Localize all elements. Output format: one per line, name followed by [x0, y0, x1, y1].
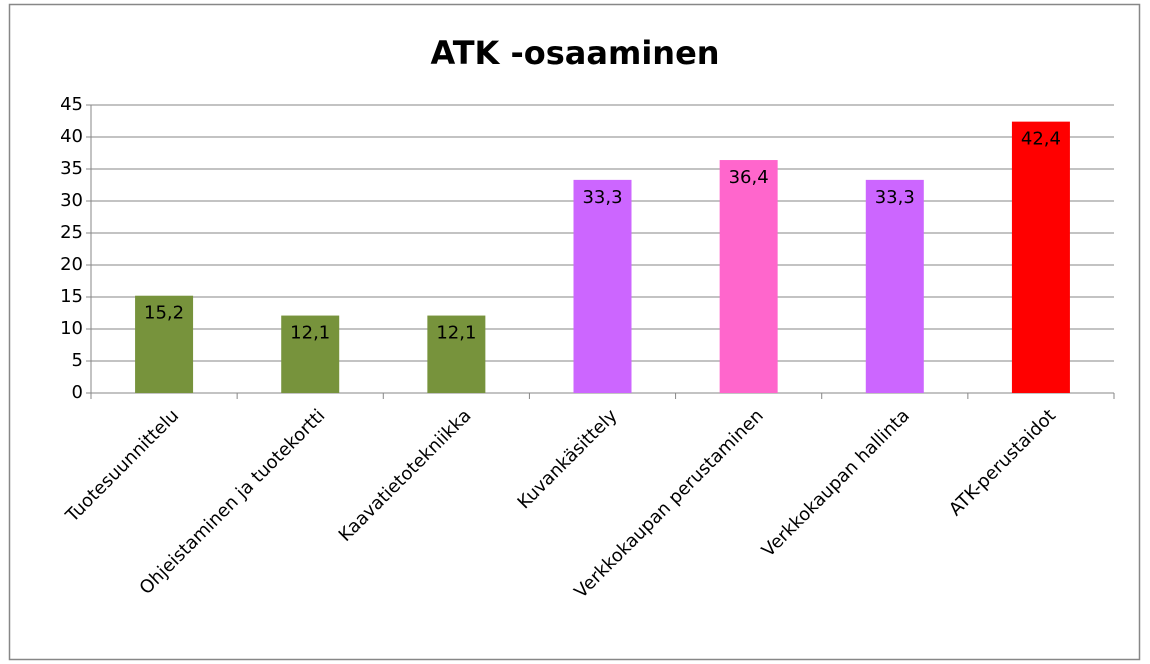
data-label: 12,1	[436, 323, 476, 344]
y-tick-label: 15	[60, 286, 83, 307]
bar	[719, 160, 778, 393]
y-tick-label: 10	[60, 318, 83, 339]
data-label: 42,4	[1021, 129, 1061, 150]
bar	[135, 295, 194, 393]
data-label: 33,3	[582, 187, 622, 208]
data-label: 36,4	[729, 167, 769, 188]
y-tick-label: 30	[60, 190, 83, 211]
data-label: 12,1	[290, 323, 330, 344]
data-label: 33,3	[875, 187, 915, 208]
y-tick-label: 5	[72, 350, 83, 371]
data-label: 15,2	[144, 303, 184, 324]
bar	[1011, 121, 1070, 393]
bar	[427, 315, 486, 393]
y-tick-label: 25	[60, 222, 83, 243]
y-tick-label: 40	[60, 126, 83, 147]
y-tick-label: 45	[60, 94, 83, 115]
chart-title: ATK -osaaminen	[430, 34, 719, 72]
y-tick-label: 0	[72, 382, 83, 403]
y-tick-label: 20	[60, 254, 83, 275]
bar	[573, 179, 632, 393]
y-tick-label: 35	[60, 158, 83, 179]
bar	[281, 315, 340, 393]
bar	[865, 179, 924, 393]
